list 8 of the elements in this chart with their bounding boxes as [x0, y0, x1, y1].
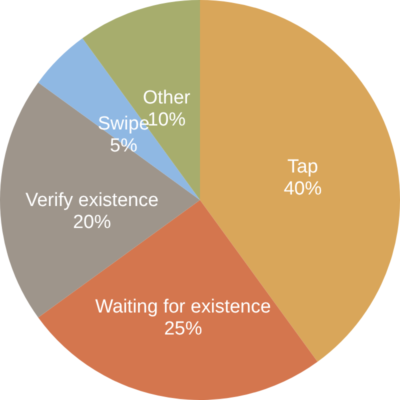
data-label: 20% — [72, 212, 112, 233]
data-label: 10% — [148, 109, 186, 130]
data-label: 40% — [284, 178, 322, 200]
slice-label: Tap — [287, 156, 318, 178]
slice-label: Other — [142, 87, 192, 108]
data-label: 25% — [164, 318, 202, 340]
slice-label: Waiting for existence — [95, 296, 271, 318]
slice-label: Verify existence — [25, 190, 159, 211]
